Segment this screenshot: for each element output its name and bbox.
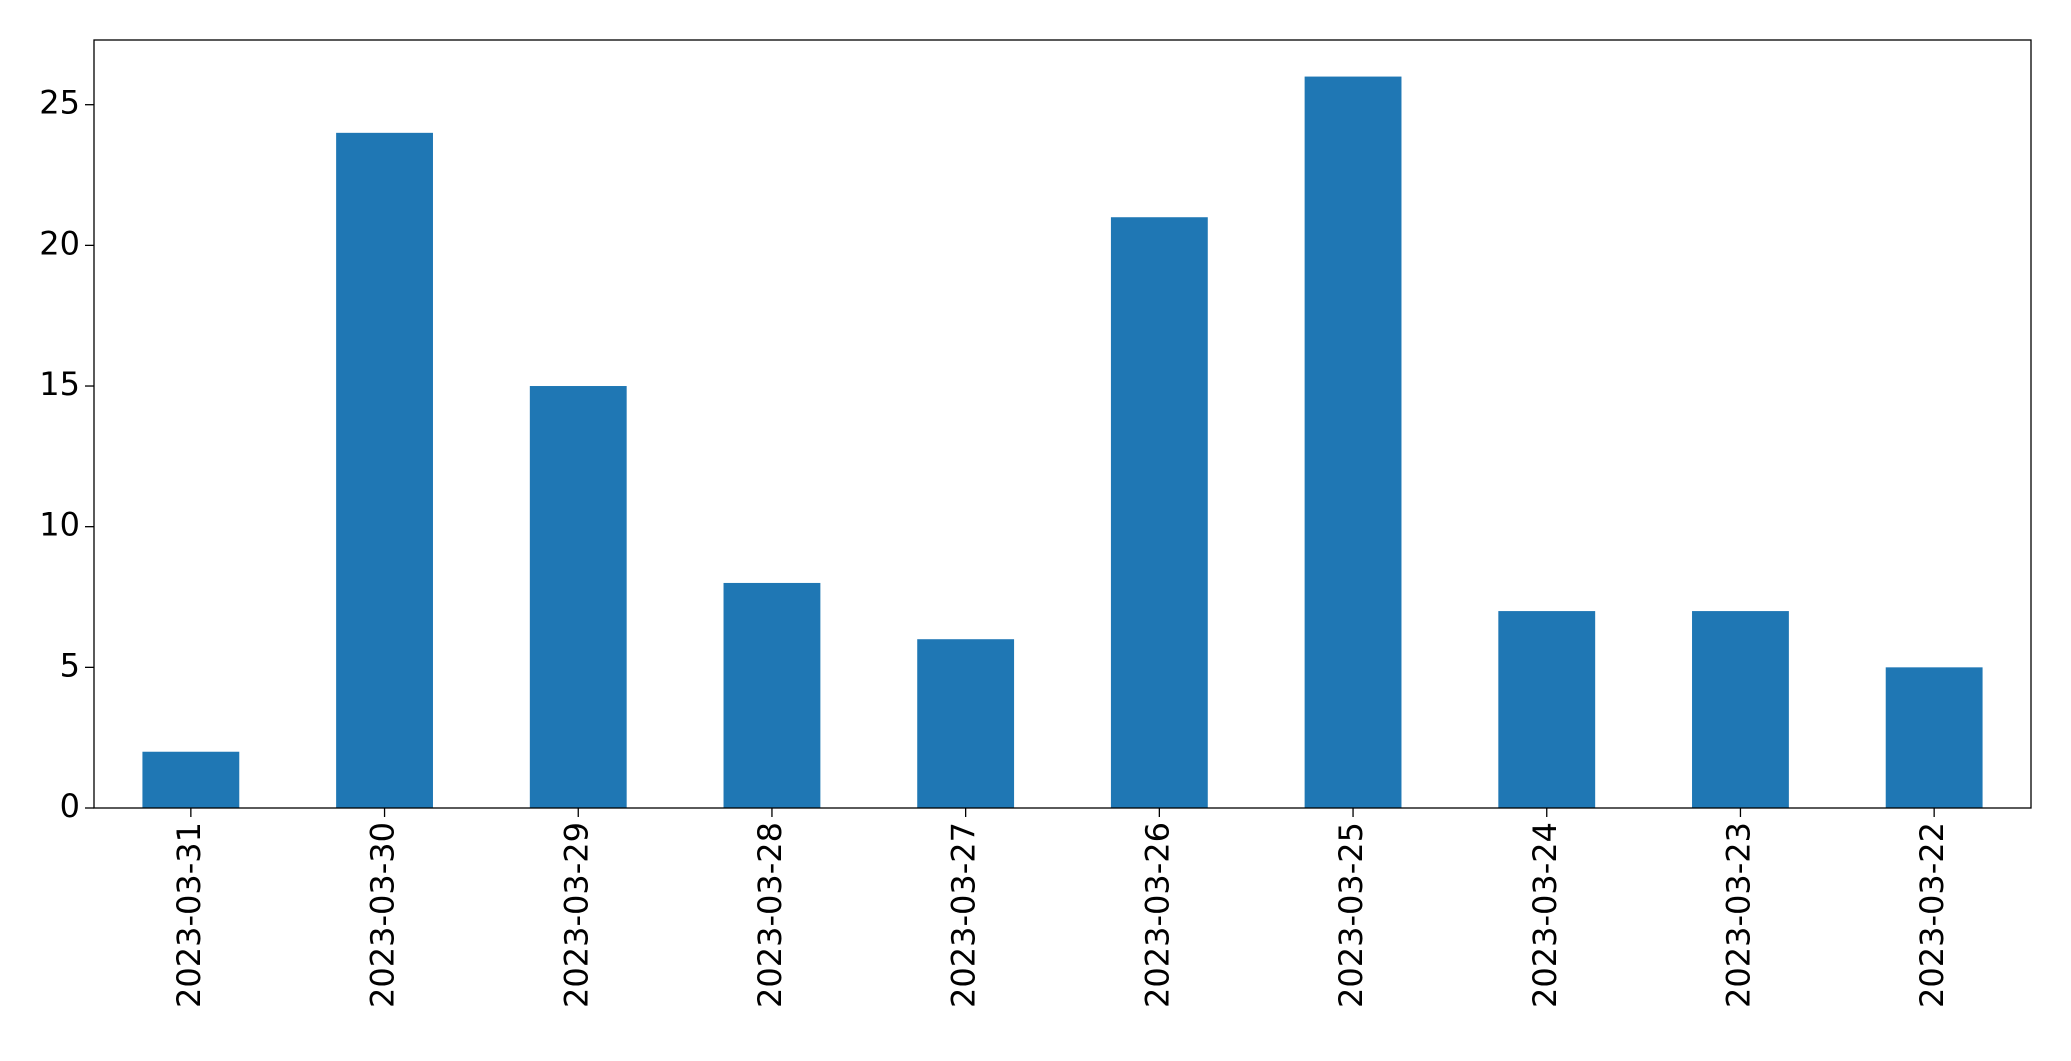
x-tick-label: 2023-03-22 — [1913, 822, 1951, 1008]
bar — [529, 386, 627, 808]
y-tick-label: 10 — [39, 506, 80, 544]
x-tick-label: 2023-03-28 — [751, 822, 789, 1008]
y-tick-label: 20 — [39, 224, 80, 262]
bar — [1692, 611, 1789, 808]
bar — [336, 132, 433, 809]
x-tick-label: 2023-03-27 — [945, 822, 983, 1008]
y-tick-label: 0 — [60, 787, 80, 825]
x-tick-label: 2023-03-25 — [1332, 822, 1370, 1008]
bar — [1885, 667, 1983, 808]
bar — [723, 582, 821, 808]
axes-frame — [93, 39, 2032, 809]
bar — [142, 751, 240, 808]
x-tick-label: 2023-03-24 — [1526, 822, 1564, 1008]
x-tick-label: 2023-03-23 — [1719, 822, 1757, 1008]
y-tick-label: 15 — [39, 365, 80, 403]
y-tick-label: 5 — [60, 646, 80, 684]
bar — [1304, 76, 1402, 809]
x-tick-label: 2023-03-30 — [364, 822, 402, 1008]
y-tick-label: 25 — [39, 84, 80, 122]
x-tick-label: 2023-03-29 — [557, 822, 595, 1008]
bar — [917, 639, 1015, 808]
bar — [1110, 217, 1208, 808]
x-tick-label: 2023-03-31 — [170, 822, 208, 1008]
x-tick-label: 2023-03-26 — [1138, 822, 1176, 1008]
bar — [1498, 611, 1596, 808]
